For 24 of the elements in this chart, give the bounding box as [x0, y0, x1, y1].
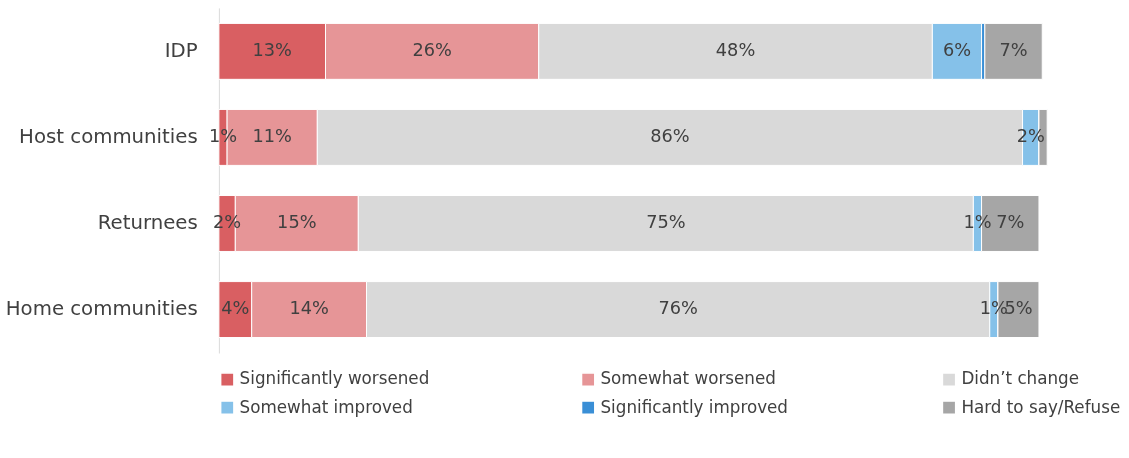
data-label: 1% [979, 298, 1008, 319]
data-label: 11% [252, 126, 292, 147]
data-label: 14% [289, 298, 329, 319]
y-tick-label: Home communities [5, 297, 198, 321]
data-label: 86% [650, 126, 690, 147]
data-label: 7% [996, 212, 1025, 233]
legend-label: Significantly worsened [239, 368, 430, 389]
y-tick-label: IDP [164, 39, 198, 63]
data-label: 13% [252, 40, 292, 61]
legend-label: Somewhat worsened [600, 368, 776, 389]
y-tick-label: Returnees [97, 211, 198, 235]
data-label: 26% [412, 40, 452, 61]
legend-label: Didn’t change [961, 368, 1080, 389]
data-label: 4% [221, 298, 250, 319]
data-label: 75% [646, 212, 686, 233]
data-label: 48% [715, 40, 756, 61]
data-label: 15% [277, 212, 317, 233]
data-label: 6% [942, 40, 972, 61]
legend-label: Hard to say/Refuse [961, 396, 1121, 417]
data-label: 7% [999, 40, 1028, 61]
y-tick-label: Host communities [19, 125, 198, 149]
legend-label: Somewhat improved [239, 396, 413, 417]
legend-label: Significantly improved [600, 396, 789, 417]
data-label: 76% [658, 298, 698, 319]
